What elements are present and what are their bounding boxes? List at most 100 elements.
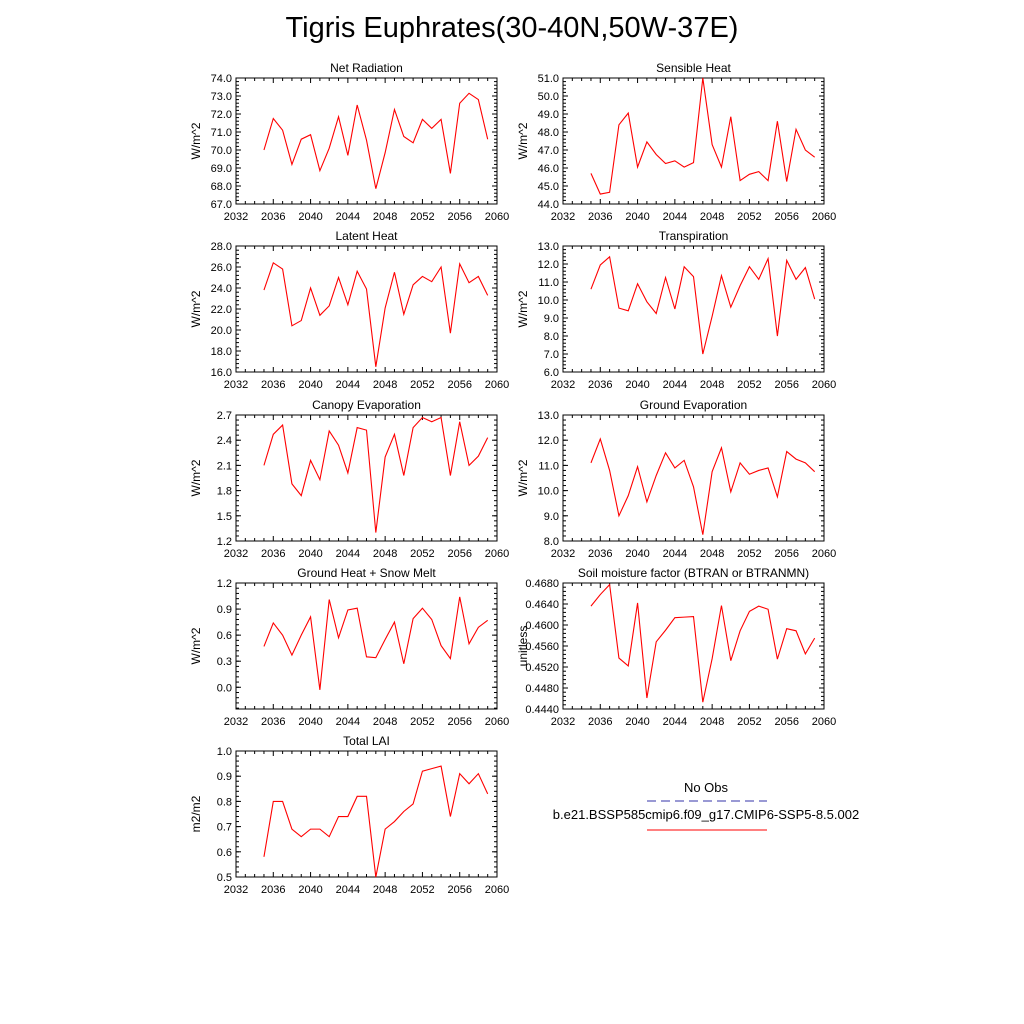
- y-tick-label: 8.0: [544, 331, 559, 343]
- y-tick-label: 46.0: [538, 163, 559, 175]
- x-tick-label: 2052: [737, 548, 761, 560]
- legend-model-label: b.e21.BSSP585cmip6.f09_g17.CMIP6-SSP5-8.…: [553, 807, 859, 822]
- y-tick-label: 16.0: [211, 367, 232, 379]
- y-tick-label: 1.2: [217, 578, 232, 590]
- x-tick-label: 2056: [447, 211, 471, 223]
- series-line: [590, 77, 816, 195]
- x-tick-label: 2040: [625, 548, 649, 560]
- plot-frame: [562, 414, 825, 542]
- x-tick-label: 2036: [261, 548, 285, 560]
- series-line: [263, 261, 489, 367]
- chart-panel: Sensible Heat W/m^2 2032 2036 2040 2044 2048 20…: [516, 61, 836, 223]
- y-axis-label: W/m^2: [516, 459, 530, 496]
- x-tick-label: 2060: [485, 379, 509, 391]
- panel-title: Total LAI: [343, 734, 390, 748]
- y-tick-label: 45.0: [538, 181, 559, 193]
- x-tick-label: 2060: [812, 211, 836, 223]
- y-tick-label: 12.0: [538, 435, 559, 447]
- x-tick-label: 2056: [774, 211, 798, 223]
- x-tick-label: 2044: [336, 379, 360, 391]
- y-tick-label: 0.8: [217, 796, 232, 808]
- y-tick-label: 0.4680: [525, 578, 559, 590]
- x-tick-label: 2060: [812, 548, 836, 560]
- x-tick-label: 2040: [625, 716, 649, 728]
- x-tick-label: 2044: [336, 884, 360, 896]
- figure-title: Tigris Euphrates(30-40N,50W-37E): [285, 12, 739, 44]
- y-tick-label: 51.0: [538, 73, 559, 85]
- series-line: [590, 583, 816, 703]
- y-tick-label: 47.0: [538, 145, 559, 157]
- y-tick-label: 10.0: [538, 486, 559, 498]
- x-tick-label: 2036: [588, 211, 612, 223]
- series-line: [263, 765, 489, 878]
- y-tick-label: 22.0: [211, 304, 232, 316]
- x-tick-label: 2044: [336, 211, 360, 223]
- y-tick-label: 0.9: [217, 604, 232, 616]
- y-tick-label: 20.0: [211, 325, 232, 337]
- x-tick-label: 2056: [447, 379, 471, 391]
- y-tick-label: 0.6: [217, 630, 232, 642]
- y-tick-label: 72.0: [211, 109, 232, 121]
- x-tick-label: 2036: [261, 884, 285, 896]
- plot-frame: [562, 245, 825, 373]
- x-tick-label: 2032: [551, 379, 575, 391]
- chart-panel: Total LAI m2/m2 2032 2036 2040 2044 2048 2052 20…: [189, 734, 509, 896]
- x-tick-label: 2048: [700, 548, 724, 560]
- y-tick-label: 8.0: [544, 536, 559, 548]
- x-tick-label: 2032: [224, 716, 248, 728]
- x-tick-label: 2048: [700, 211, 724, 223]
- y-axis-label: m2/m2: [189, 795, 203, 832]
- x-tick-label: 2048: [373, 548, 397, 560]
- chart-panel: Ground Heat + Snow Melt W/m^2 2032 2036 2040…: [189, 566, 509, 728]
- x-tick-label: 2052: [737, 379, 761, 391]
- x-tick-label: 2040: [625, 211, 649, 223]
- x-tick-label: 2040: [625, 379, 649, 391]
- y-tick-label: 2.4: [217, 435, 232, 447]
- x-tick-label: 2040: [298, 379, 322, 391]
- y-tick-label: 0.0: [217, 682, 232, 694]
- y-axis-label: W/m^2: [189, 627, 203, 664]
- x-tick-label: 2056: [774, 716, 798, 728]
- y-tick-label: 74.0: [211, 73, 232, 85]
- y-tick-label: 0.4440: [525, 704, 559, 716]
- x-tick-label: 2044: [336, 716, 360, 728]
- series-line: [590, 437, 816, 535]
- y-tick-label: 7.0: [544, 349, 559, 361]
- chart-panel: Ground Evaporation W/m^2 2032 2036 2040 2044 2…: [516, 398, 836, 560]
- series-line: [590, 255, 816, 355]
- y-tick-label: 26.0: [211, 262, 232, 274]
- x-tick-label: 2036: [261, 211, 285, 223]
- y-tick-label: 73.0: [211, 91, 232, 103]
- x-tick-label: 2044: [663, 379, 687, 391]
- plot-frame: [235, 245, 498, 373]
- x-tick-label: 2036: [261, 379, 285, 391]
- y-tick-label: 0.9: [217, 771, 232, 783]
- x-tick-label: 2040: [298, 716, 322, 728]
- panel-title: Ground Heat + Snow Melt: [297, 566, 436, 580]
- y-tick-label: 0.5: [217, 872, 232, 884]
- x-tick-label: 2060: [485, 716, 509, 728]
- y-tick-label: 69.0: [211, 163, 232, 175]
- y-tick-label: 11.0: [538, 277, 559, 289]
- x-tick-label: 2056: [447, 716, 471, 728]
- x-tick-label: 2044: [663, 548, 687, 560]
- y-tick-label: 49.0: [538, 109, 559, 121]
- y-tick-label: 1.8: [217, 486, 232, 498]
- x-tick-label: 2060: [812, 379, 836, 391]
- y-axis-label: unitless: [516, 626, 530, 667]
- y-tick-label: 44.0: [538, 199, 559, 211]
- y-axis-label: W/m^2: [189, 459, 203, 496]
- chart-panel: Canopy Evaporation W/m^2 2032 2036 2040 2044 2…: [189, 398, 509, 560]
- x-tick-label: 2040: [298, 884, 322, 896]
- x-tick-label: 2060: [485, 548, 509, 560]
- x-tick-label: 2044: [663, 716, 687, 728]
- x-tick-label: 2036: [588, 379, 612, 391]
- y-axis-label: W/m^2: [189, 290, 203, 327]
- x-tick-label: 2040: [298, 211, 322, 223]
- y-tick-label: 24.0: [211, 283, 232, 295]
- x-tick-label: 2052: [410, 379, 434, 391]
- chart-panels: Net Radiation W/m^2 2032 2036 2040 2044 2048 20…: [189, 61, 836, 896]
- plot-frame: [235, 750, 498, 878]
- panel-title: Ground Evaporation: [640, 398, 747, 412]
